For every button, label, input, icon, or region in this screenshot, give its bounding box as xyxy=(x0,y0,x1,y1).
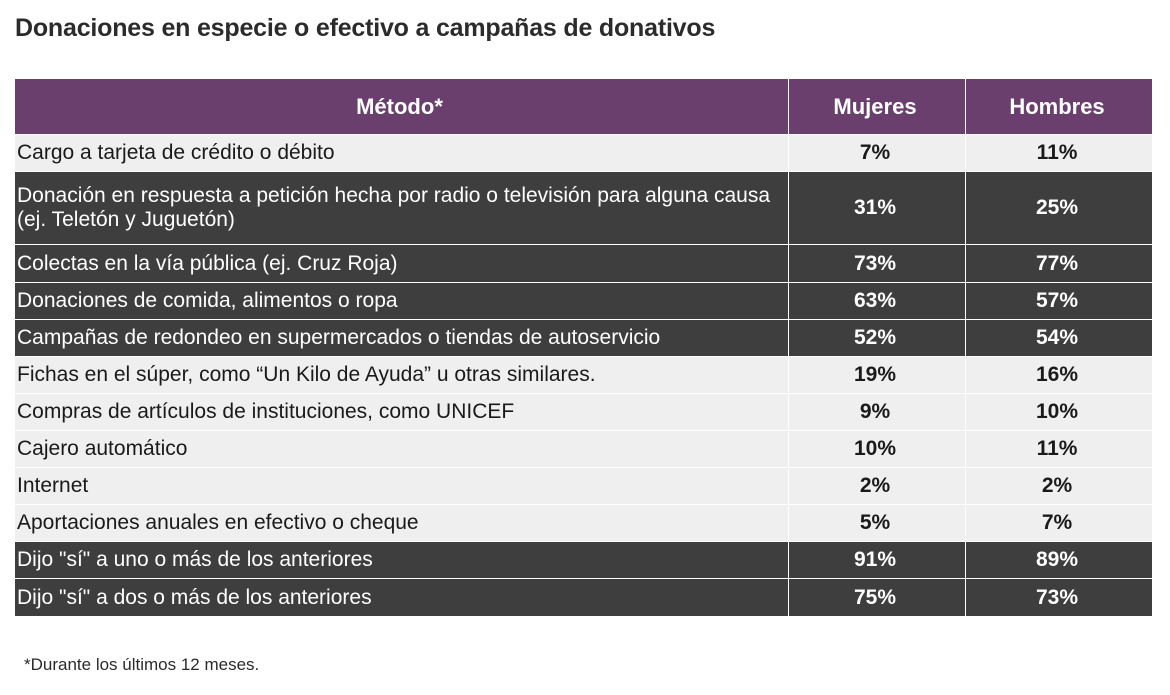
men-percent-cell: 57% xyxy=(965,282,1153,320)
table-row: Dijo "sí" a uno o más de los anteriores … xyxy=(14,541,1153,579)
table-row: Colectas en la vía pública (ej. Cruz Roj… xyxy=(14,244,1153,283)
table-header-row: Método* Mujeres Hombres xyxy=(14,78,1153,135)
women-percent-cell: 31% xyxy=(788,171,966,245)
method-cell: Campañas de redondeo en supermercados o … xyxy=(14,319,789,357)
men-percent-cell: 2% xyxy=(965,467,1153,505)
donations-table: Método* Mujeres Hombres Cargo a tarjeta … xyxy=(14,78,1153,617)
method-cell: Dijo "sí" a uno o más de los anteriores xyxy=(14,541,789,579)
women-percent-cell: 10% xyxy=(788,430,966,468)
table-row: Donaciones de comida, alimentos o ropa 6… xyxy=(14,282,1153,320)
men-percent-cell: 73% xyxy=(965,578,1153,617)
men-percent-cell: 10% xyxy=(965,393,1153,431)
men-percent-cell: 11% xyxy=(965,134,1153,172)
method-cell: Donación en respuesta a petición hecha p… xyxy=(14,171,789,245)
method-cell: Cajero automático xyxy=(14,430,789,468)
men-percent-cell: 16% xyxy=(965,356,1153,394)
women-percent-cell: 19% xyxy=(788,356,966,394)
men-percent-cell: 7% xyxy=(965,504,1153,542)
method-cell: Colectas en la vía pública (ej. Cruz Roj… xyxy=(14,244,789,283)
women-percent-cell: 75% xyxy=(788,578,966,617)
men-percent-cell: 77% xyxy=(965,244,1153,283)
table-row: Cargo a tarjeta de crédito o débito 7% 1… xyxy=(14,134,1153,172)
table-row: Donación en respuesta a petición hecha p… xyxy=(14,171,1153,245)
men-percent-cell: 25% xyxy=(965,171,1153,245)
table-row: Fichas en el súper, como “Un Kilo de Ayu… xyxy=(14,356,1153,394)
women-percent-cell: 9% xyxy=(788,393,966,431)
method-cell: Internet xyxy=(14,467,789,505)
page-title: Donaciones en especie o efectivo a campa… xyxy=(15,14,716,42)
women-percent-cell: 7% xyxy=(788,134,966,172)
women-percent-cell: 63% xyxy=(788,282,966,320)
method-cell: Compras de artículos de instituciones, c… xyxy=(14,393,789,431)
men-percent-cell: 11% xyxy=(965,430,1153,468)
table-row: Compras de artículos de instituciones, c… xyxy=(14,393,1153,431)
women-percent-cell: 5% xyxy=(788,504,966,542)
women-percent-cell: 91% xyxy=(788,541,966,579)
table-row: Cajero automático 10% 11% xyxy=(14,430,1153,468)
column-header-men: Hombres xyxy=(965,78,1153,135)
table-row: Dijo "sí" a dos o más de los anteriores … xyxy=(14,578,1153,617)
women-percent-cell: 2% xyxy=(788,467,966,505)
men-percent-cell: 89% xyxy=(965,541,1153,579)
column-header-method: Método* xyxy=(14,78,789,135)
women-percent-cell: 73% xyxy=(788,244,966,283)
table-row: Internet 2% 2% xyxy=(14,467,1153,505)
footnote: *Durante los últimos 12 meses. xyxy=(24,655,260,674)
method-cell: Fichas en el súper, como “Un Kilo de Ayu… xyxy=(14,356,789,394)
method-cell: Donaciones de comida, alimentos o ropa xyxy=(14,282,789,320)
table-row: Aportaciones anuales en efectivo o chequ… xyxy=(14,504,1153,542)
method-cell: Dijo "sí" a dos o más de los anteriores xyxy=(14,578,789,617)
column-header-women: Mujeres xyxy=(788,78,966,135)
table-row: Campañas de redondeo en supermercados o … xyxy=(14,319,1153,357)
method-cell: Aportaciones anuales en efectivo o chequ… xyxy=(14,504,789,542)
method-cell: Cargo a tarjeta de crédito o débito xyxy=(14,134,789,172)
men-percent-cell: 54% xyxy=(965,319,1153,357)
women-percent-cell: 52% xyxy=(788,319,966,357)
